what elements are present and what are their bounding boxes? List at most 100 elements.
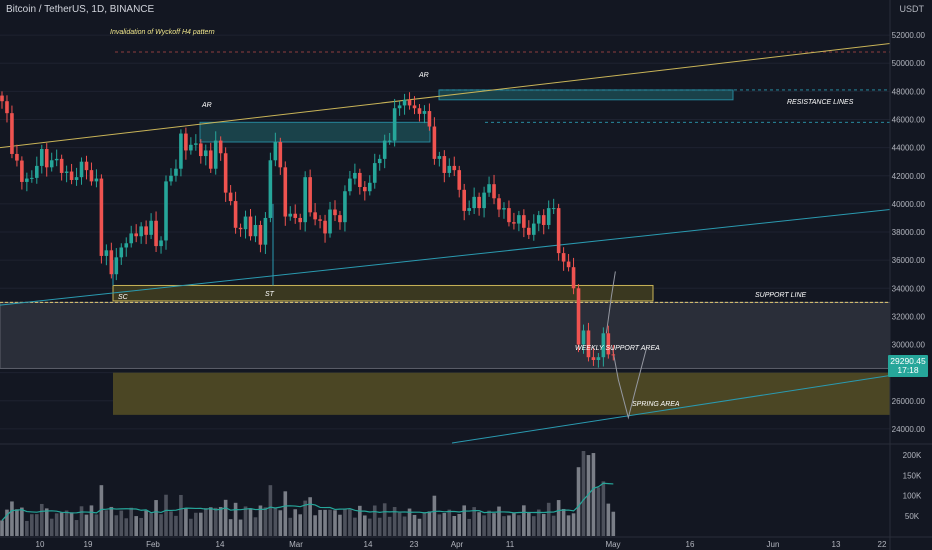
bar-countdown: 17:18 [897, 365, 919, 375]
projection-up [605, 271, 616, 334]
volume-bar [184, 508, 188, 536]
volume-bar [44, 508, 49, 536]
volume-bar [238, 519, 243, 536]
price-tick-label: 50000.00 [892, 59, 926, 68]
candle-body [248, 216, 253, 237]
volume-bar [278, 510, 283, 536]
volume-bar [586, 455, 591, 536]
candle-body [497, 198, 501, 210]
last-price-badge: 29290.45 17:18 [888, 355, 928, 377]
volume-bar [507, 515, 511, 536]
volume-bar [213, 507, 218, 536]
candle-body [263, 217, 268, 245]
spring-trendline [451, 374, 891, 444]
candle-body [417, 108, 422, 114]
candle-body [367, 182, 372, 192]
price-tick-label: 34000.00 [892, 284, 926, 293]
volume-bar [462, 505, 467, 536]
volume-bar [422, 512, 427, 536]
price-tick-label: 32000.00 [892, 312, 926, 321]
volume-bar [134, 516, 138, 536]
volume-bar [20, 507, 24, 536]
candle-body [79, 161, 84, 178]
volume-bar [293, 509, 298, 536]
volume-bar [472, 507, 476, 536]
candle-body [273, 141, 278, 161]
volume-bar [531, 516, 536, 536]
candle-body [30, 177, 34, 179]
volume-bar [5, 509, 9, 536]
volume-bar [392, 507, 397, 536]
volume-bar [502, 516, 506, 536]
volume-bar [64, 510, 69, 536]
ar-box-left [199, 121, 431, 143]
time-tick-label: 11 [506, 540, 515, 549]
candle-body [541, 215, 546, 225]
volume-bar [363, 515, 367, 536]
candle-body [124, 243, 129, 248]
volume-bar [323, 509, 327, 536]
candle-body [372, 163, 377, 183]
volume-bar [179, 494, 183, 536]
volume-axis: 200K 150K 100K 50K [903, 451, 922, 521]
ar-label-left: AR [202, 102, 212, 109]
candle-body [288, 213, 293, 217]
candle-body [527, 227, 531, 235]
candle-body [596, 357, 601, 361]
volume-bar [397, 512, 402, 536]
time-tick-label: 14 [216, 540, 225, 549]
time-tick-label: 16 [686, 540, 695, 549]
volume-bar [194, 512, 198, 536]
time-tick-label: 23 [410, 540, 419, 549]
candle-body [164, 181, 168, 241]
volume-bar [189, 518, 193, 536]
candle-body [84, 161, 89, 171]
price-tick-label: 36000.00 [892, 256, 926, 265]
candle-body [387, 140, 392, 142]
candle-body [551, 208, 556, 210]
candle-body [611, 354, 616, 356]
volume-bar [402, 516, 407, 536]
volume-bar [353, 517, 357, 536]
volume-bar [0, 520, 4, 536]
volume-bar [477, 512, 481, 536]
volume-bar [338, 514, 342, 536]
candle-body [174, 168, 178, 176]
candle-body [194, 143, 198, 145]
volume-bar [556, 500, 561, 536]
candle-body [253, 224, 258, 237]
candle-body [233, 201, 238, 228]
volume-bar [203, 507, 208, 536]
candle-body [397, 105, 402, 109]
candle-body [606, 333, 611, 355]
candle-body [74, 177, 79, 180]
candle-body [49, 160, 54, 168]
volume-bar [522, 505, 526, 536]
volume-bar [541, 513, 546, 536]
price-tick-label: 24000.00 [892, 425, 926, 434]
candle-body [184, 133, 188, 151]
candle-body [99, 178, 104, 256]
volume-bar [561, 508, 566, 536]
volume-bar [258, 505, 263, 536]
candle-body [169, 175, 173, 182]
candle-body [134, 233, 138, 237]
candle-body [20, 160, 24, 182]
volume-bar [333, 510, 337, 536]
candle-body [576, 288, 581, 345]
spring-zone [113, 372, 890, 415]
volume-bar [149, 513, 153, 536]
candle-body [308, 177, 312, 213]
candle-body [561, 253, 566, 262]
currency-unit: USDT [899, 4, 925, 14]
volume-bar [492, 513, 496, 536]
candle-body [507, 208, 511, 223]
volume-bar [447, 509, 452, 536]
volume-bar [437, 514, 442, 536]
zones [0, 89, 891, 415]
volume-bar [114, 515, 119, 536]
time-tick-label: 22 [878, 540, 887, 549]
candle-body [358, 172, 362, 188]
candle-body [298, 217, 302, 223]
time-tick-label: Jun [767, 540, 780, 549]
